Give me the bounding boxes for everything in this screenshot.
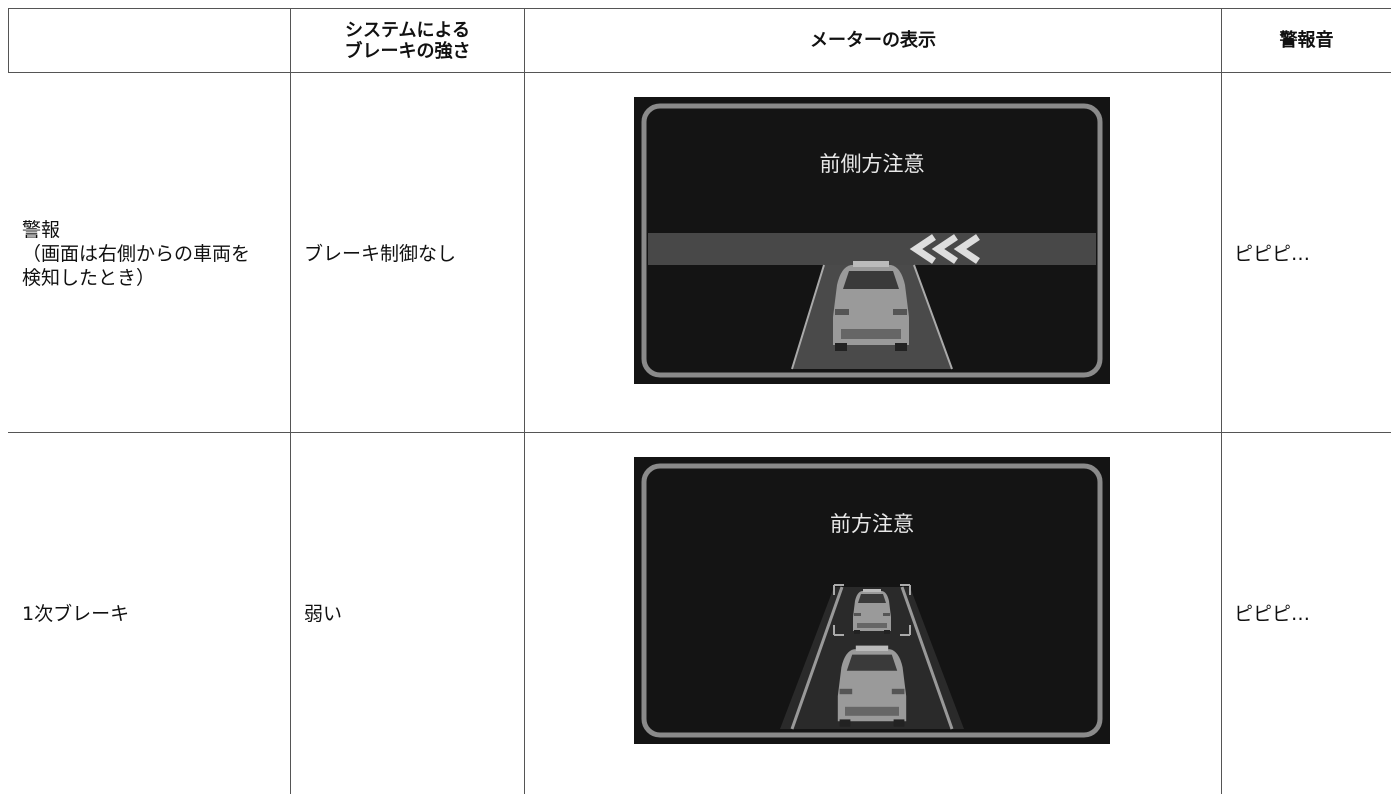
sound-text: ピピピ…	[1234, 602, 1311, 625]
meter-screen: 前方注意	[634, 457, 1110, 744]
meter-screen: 前側方注意	[634, 97, 1110, 384]
screen-frame	[641, 463, 1103, 738]
header-cell: メーターの表示	[525, 9, 1221, 72]
header-text: 警報音	[1279, 30, 1334, 51]
header-text: システムによる	[345, 19, 470, 41]
car-wheel	[884, 630, 890, 634]
car-window	[846, 654, 898, 671]
car-light	[891, 688, 905, 695]
car-roof	[863, 589, 881, 592]
stage-text: 検知したとき）	[22, 266, 156, 289]
car-window	[843, 271, 899, 289]
stage-text: 警報	[22, 218, 61, 241]
header-text: ブレーキの強さ	[344, 40, 471, 62]
cross-road	[648, 233, 1096, 265]
car-wheel	[854, 630, 860, 634]
car-wheel	[839, 719, 851, 727]
border	[8, 8, 1391, 9]
car-wheel	[893, 719, 905, 727]
car-light	[835, 309, 849, 315]
car-light	[883, 613, 890, 616]
road-edge	[791, 264, 953, 370]
stage-text: 1次ブレーキ	[22, 602, 130, 625]
border	[8, 72, 1391, 73]
car-bumper	[845, 706, 899, 716]
header-text: メーターの表示	[810, 30, 936, 51]
car	[837, 645, 907, 727]
border	[524, 8, 525, 794]
arrows	[909, 234, 980, 264]
lane-edge	[790, 586, 954, 730]
car-light	[854, 613, 861, 616]
car-roof	[853, 261, 889, 267]
sound-text: ピピピ…	[1234, 242, 1311, 265]
brake-text: 弱い	[304, 602, 343, 625]
car	[833, 261, 909, 351]
border	[8, 8, 9, 72]
car-wheel	[835, 343, 847, 351]
car	[853, 589, 891, 634]
car-window	[858, 594, 886, 603]
sound-cell: ピピピ…	[1234, 433, 1384, 794]
header-cell: システムによる ブレーキの強さ	[291, 9, 524, 72]
border	[1221, 8, 1222, 794]
car-light	[893, 309, 907, 315]
car-wheel	[895, 343, 907, 351]
target-box	[833, 584, 911, 636]
brake-cell: 弱い	[304, 433, 522, 794]
brake-cell: ブレーキ制御なし	[304, 73, 522, 434]
car-bumper	[841, 329, 901, 339]
stage-text: （画面は右側からの車両を	[22, 242, 251, 265]
brake-text: ブレーキ制御なし	[304, 242, 457, 265]
stage-cell: 警報 （画面は右側からの車両を 検知したとき）	[22, 73, 288, 434]
border	[8, 432, 1391, 433]
header-cell: 警報音	[1222, 9, 1391, 72]
car-bumper	[857, 623, 887, 628]
screen-title: 前側方注意	[820, 152, 925, 176]
stage-cell: 1次ブレーキ	[22, 433, 288, 794]
sound-cell: ピピピ…	[1234, 73, 1384, 434]
border	[290, 8, 291, 794]
car-light	[839, 688, 853, 695]
car-roof	[855, 645, 889, 651]
screen-title: 前方注意	[830, 512, 914, 536]
screen-frame	[641, 103, 1103, 378]
